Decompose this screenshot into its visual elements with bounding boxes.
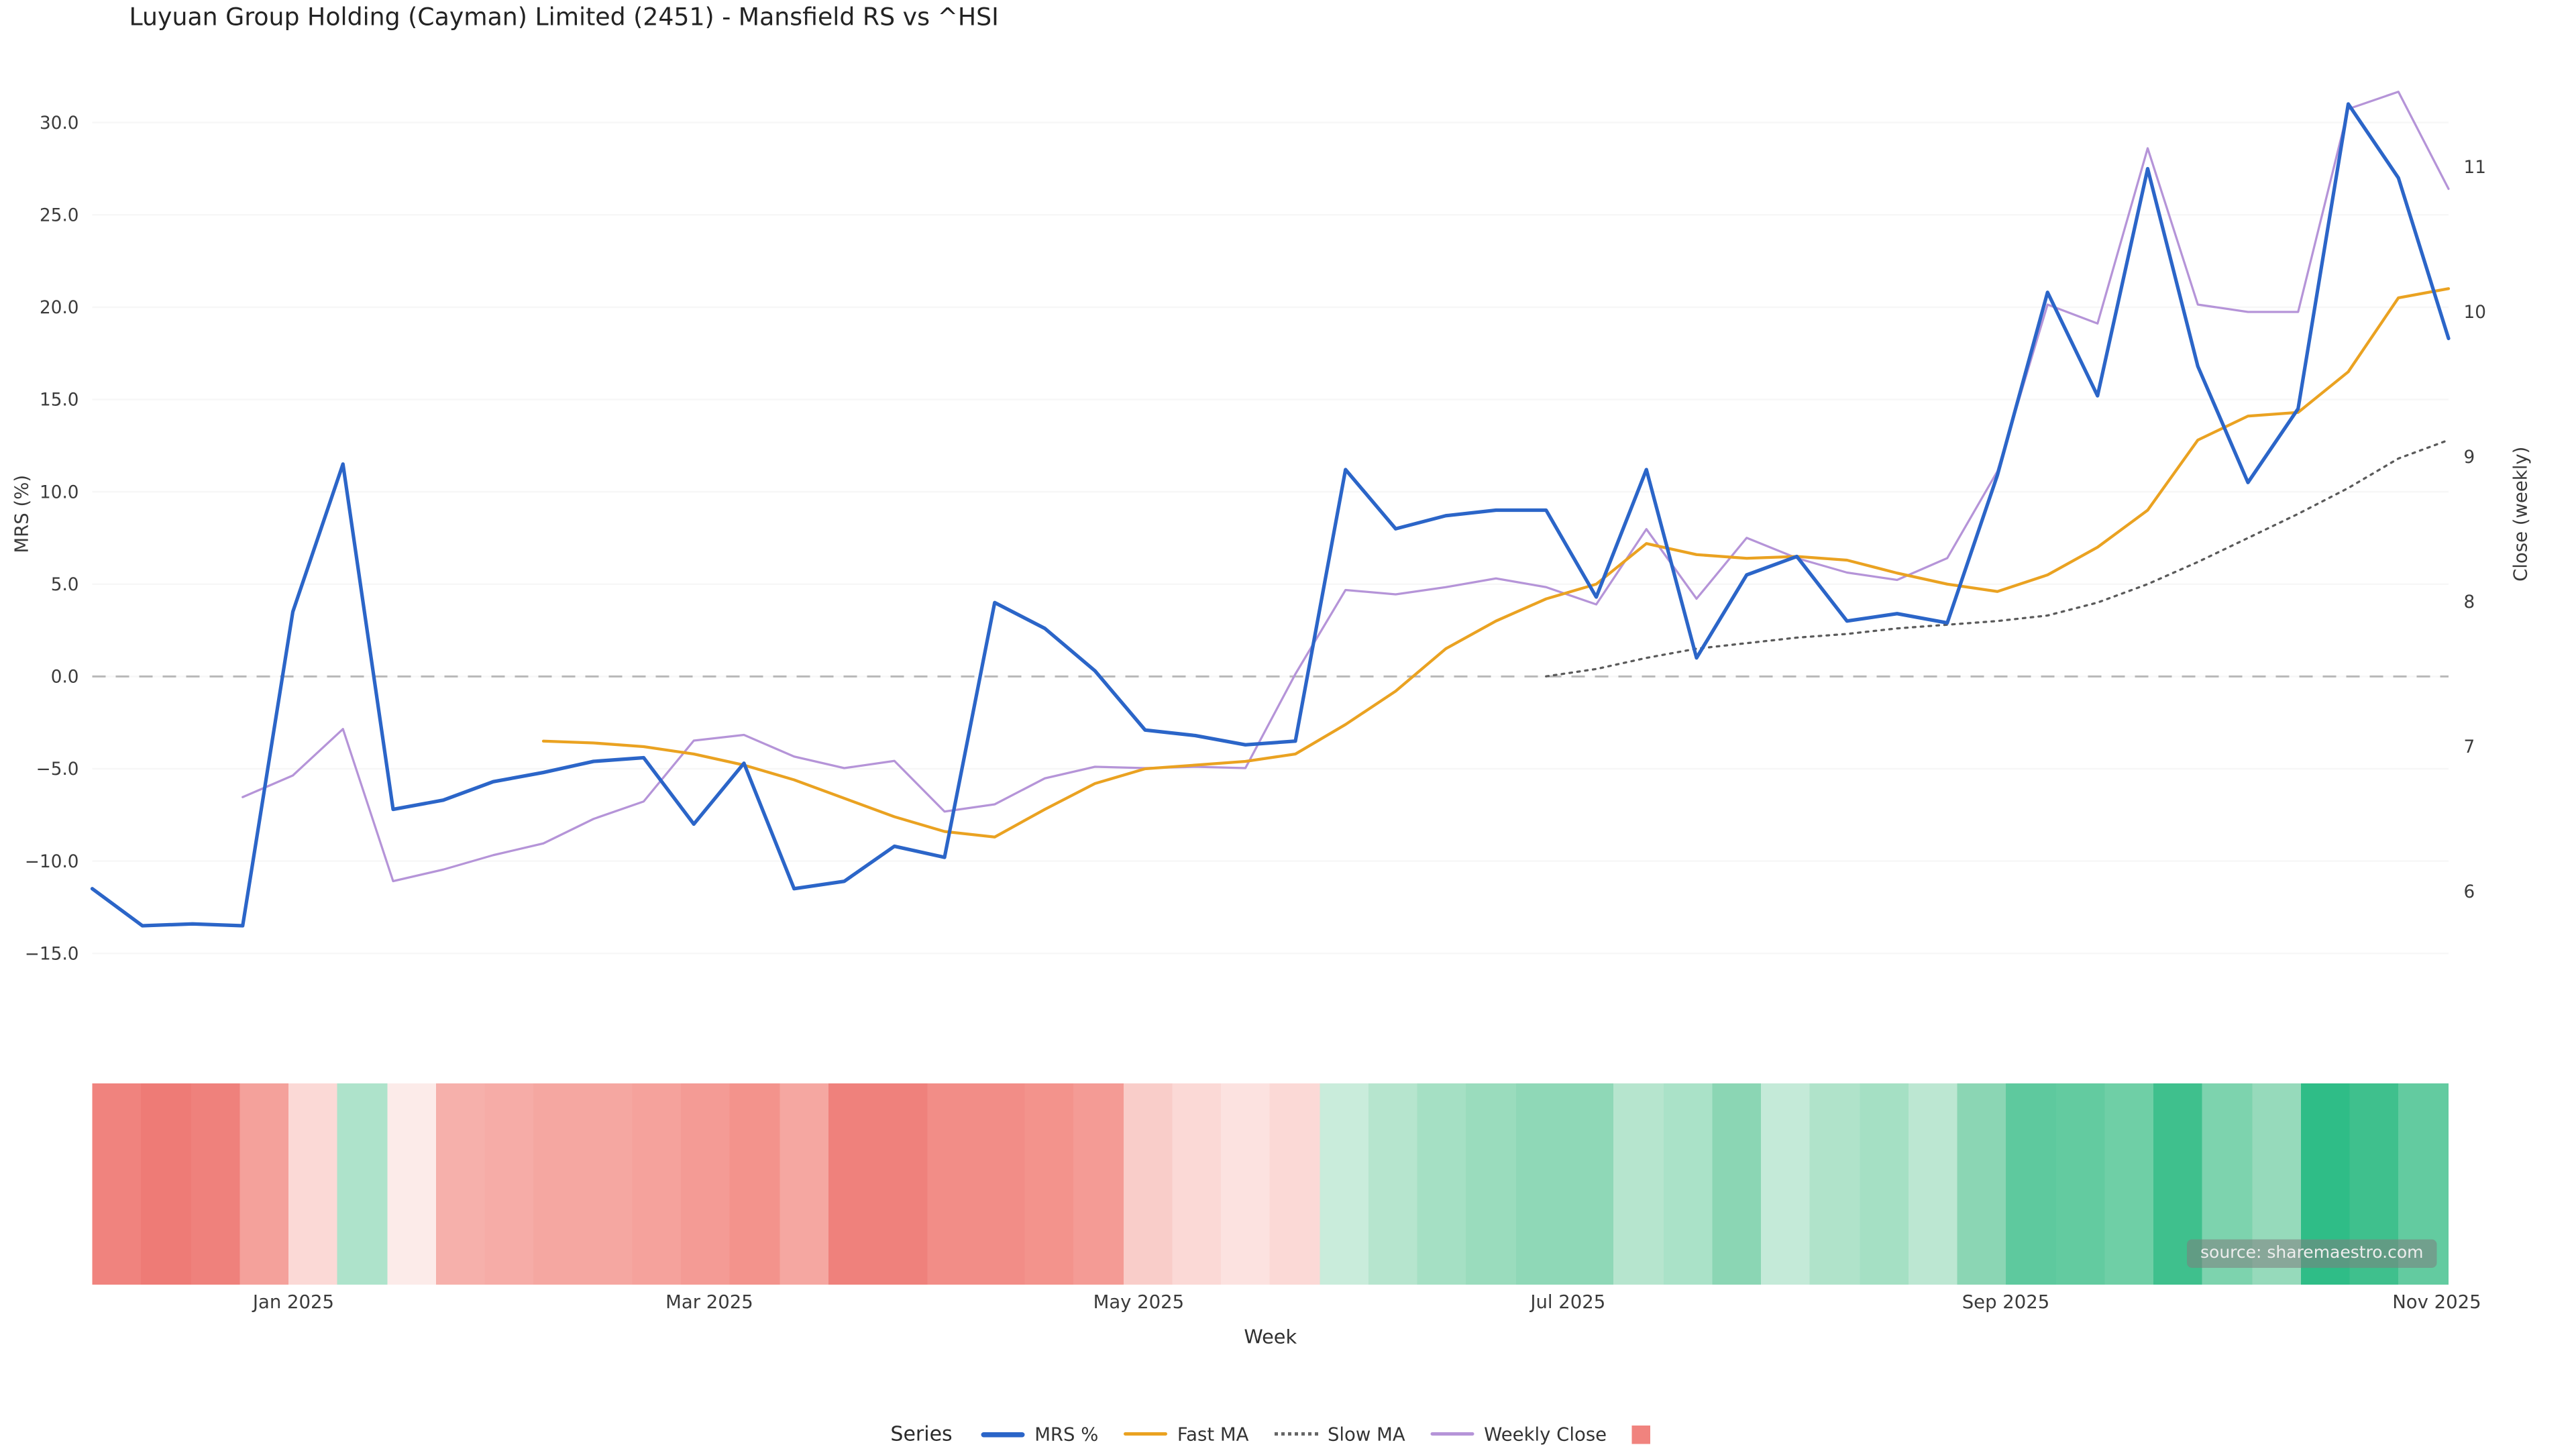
legend-entry: Weekly Close <box>1430 1423 1607 1445</box>
y-right-tick: 11 <box>2464 158 2486 178</box>
y-right-axis-label: Close (weekly) <box>2510 446 2532 582</box>
heatmap-cell <box>1908 1083 1957 1285</box>
heatmap-cell <box>975 1083 1025 1285</box>
heatmap-cell <box>2006 1083 2056 1285</box>
legend-title: Series <box>890 1422 953 1446</box>
heatmap-cell <box>877 1083 927 1285</box>
heatmap-cell <box>1761 1083 1811 1285</box>
heatmap-cell <box>1417 1083 1467 1285</box>
heatmap-cell <box>730 1083 780 1285</box>
heatmap-cell <box>1662 1083 1712 1285</box>
y-left-tick: −5.0 <box>36 759 79 780</box>
heatmap-cell <box>779 1083 828 1285</box>
legend: Series MRS % Fast MA Slow MA Weekly Close <box>93 1422 2449 1446</box>
heatmap-cell <box>386 1083 436 1285</box>
slow-ma-line <box>1545 439 2450 678</box>
legend-sample-heatmap-swatch <box>1631 1424 1651 1444</box>
heatmap-cell <box>435 1083 485 1285</box>
fast-ma-line <box>541 287 2451 839</box>
y-right-tick: 10 <box>2464 303 2486 323</box>
source-watermark: source: sharemaestro.com <box>2187 1239 2437 1268</box>
legend-entry <box>1631 1424 1651 1444</box>
heatmap-cell <box>1564 1083 1614 1285</box>
y-left-tick: −15.0 <box>25 944 78 964</box>
y-left-tick: 25.0 <box>40 205 78 225</box>
x-axis-label: Week <box>1244 1325 1297 1348</box>
y-left-tick: 10.0 <box>40 482 78 502</box>
heatmap-cell <box>1515 1083 1565 1285</box>
heatmap-cell <box>484 1083 534 1285</box>
heatmap-cell <box>533 1083 584 1285</box>
y-left-tick: −10.0 <box>25 852 78 872</box>
legend-sample-weekly-close <box>1430 1432 1474 1436</box>
heatmap-cell <box>926 1083 976 1285</box>
heatmap-cell <box>141 1083 191 1285</box>
x-tick: Mar 2025 <box>665 1291 753 1313</box>
y-left-tick: 0.0 <box>51 667 79 688</box>
heatmap-cell <box>632 1083 682 1285</box>
heatmap-cell <box>681 1083 731 1285</box>
legend-label: Weekly Close <box>1484 1423 1607 1445</box>
x-tick: Jul 2025 <box>1530 1291 1606 1313</box>
y-right-tick: 6 <box>2464 882 2475 902</box>
y-right-tick: 9 <box>2464 447 2475 468</box>
heatmap-cell <box>1466 1083 1516 1285</box>
legend-sample-mrs- <box>981 1431 1025 1437</box>
heatmap-cell <box>1024 1083 1074 1285</box>
y-left-tick: 15.0 <box>40 390 78 411</box>
legend-sample-fast-ma <box>1123 1432 1167 1436</box>
legend-entry: Slow MA <box>1273 1423 1405 1445</box>
heatmap-strip: source: sharemaestro.com <box>92 1083 2449 1285</box>
heatmap-cell <box>1711 1083 1762 1285</box>
mrs--line <box>90 102 2451 928</box>
legend-label: Fast MA <box>1177 1423 1249 1445</box>
heatmap-cell <box>1859 1083 1909 1285</box>
heatmap-cell <box>1957 1083 2006 1285</box>
y-left-tick: 30.0 <box>40 113 78 133</box>
legend-entry: Fast MA <box>1123 1423 1249 1445</box>
heatmap-cell <box>828 1083 878 1285</box>
legend-entries: MRS % Fast MA Slow MA Weekly Close <box>981 1423 1651 1445</box>
x-tick: Jan 2025 <box>252 1291 335 1313</box>
heatmap-cell <box>92 1083 142 1285</box>
heatmap-cell <box>288 1083 338 1285</box>
legend-label: MRS % <box>1034 1423 1099 1445</box>
x-tick: Nov 2025 <box>2392 1291 2481 1313</box>
legend-entry: MRS % <box>981 1423 1098 1445</box>
y-right-tick: 7 <box>2464 737 2475 757</box>
heatmap-cell <box>1073 1083 1123 1285</box>
weekly-close-line <box>241 91 2450 883</box>
legend-sample-slow-ma <box>1273 1432 1318 1436</box>
y-left-tick: 20.0 <box>40 298 78 318</box>
y-left-tick: 5.0 <box>51 575 79 595</box>
heatmap-cell <box>1270 1083 1320 1285</box>
x-tick: Sep 2025 <box>1962 1291 2050 1313</box>
heatmap-cell <box>1221 1083 1271 1285</box>
chart-title: Luyuan Group Holding (Cayman) Limited (2… <box>129 5 999 32</box>
line-plot: 30.0 25.0 20.0 15.0 10.0 5.0 0.0 −5.0 −10.0 −15.0… <box>25 91 2486 964</box>
y-right-tick: 8 <box>2464 592 2475 612</box>
heatmap-cell <box>1319 1083 1368 1285</box>
heatmap-cell <box>190 1083 239 1285</box>
heatmap-cell <box>583 1083 633 1285</box>
x-tick: May 2025 <box>1093 1291 1185 1313</box>
heatmap-cell <box>2104 1083 2154 1285</box>
heatmap-cell <box>2055 1083 2105 1285</box>
heatmap-cell <box>1122 1083 1173 1285</box>
heatmap-cell <box>1810 1083 1860 1285</box>
legend-label: Slow MA <box>1327 1423 1405 1445</box>
heatmap-cell <box>337 1083 387 1285</box>
y-left-axis-label: MRS (%) <box>11 474 33 553</box>
heatmap-cell <box>1368 1083 1417 1285</box>
heatmap-cell <box>239 1083 289 1285</box>
heatmap-cell <box>1172 1083 1222 1285</box>
heatmap-cell <box>1613 1083 1663 1285</box>
